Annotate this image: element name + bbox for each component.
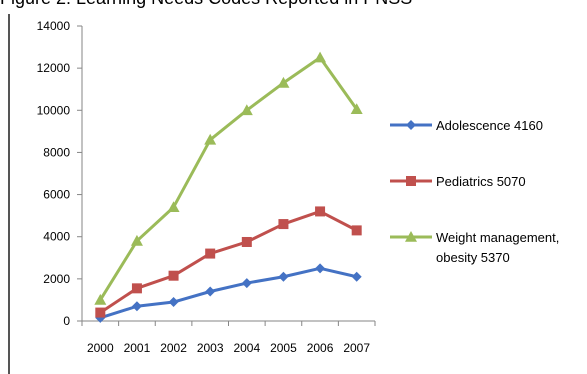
legend-swatch-marker xyxy=(406,120,416,130)
data-point-square xyxy=(95,307,106,318)
legend-label: obesity 5370 xyxy=(436,250,510,265)
x-tick-label: 2000 xyxy=(87,341,114,355)
series-markers xyxy=(94,51,363,323)
data-point-diamond xyxy=(351,271,362,282)
data-point-diamond xyxy=(315,263,326,274)
series-line-0 xyxy=(99,266,358,320)
data-point-diamond xyxy=(241,278,252,289)
y-tick-label: 8000 xyxy=(43,145,70,159)
data-point-triangle xyxy=(240,104,253,116)
x-tick-label: 2007 xyxy=(343,341,370,355)
y-tick-label: 12000 xyxy=(37,61,71,75)
y-tick-label: 14000 xyxy=(37,19,71,33)
x-tick-label: 2005 xyxy=(270,341,297,355)
data-point-diamond xyxy=(168,297,179,308)
data-point-diamond xyxy=(278,271,289,282)
legend-entry: Pediatrics 5070 xyxy=(390,174,526,189)
x-tick-label: 2004 xyxy=(233,341,260,355)
y-tick-label: 4000 xyxy=(43,230,70,244)
chart-frame-border xyxy=(8,14,10,374)
legend-label: Pediatrics 5070 xyxy=(436,174,526,189)
data-point-square xyxy=(315,206,326,217)
x-tick-label: 2006 xyxy=(307,341,334,355)
x-tick-label: 2001 xyxy=(124,341,151,355)
y-tick-label: 2000 xyxy=(43,272,70,286)
data-point-triangle xyxy=(167,201,180,213)
data-point-square xyxy=(241,236,252,247)
legend: Adolescence 4160 Pediatrics 5070 Weight ma… xyxy=(390,118,559,265)
data-point-square xyxy=(205,248,216,259)
series-lines xyxy=(99,56,358,320)
x-tick-label: 2003 xyxy=(197,341,224,355)
data-point-triangle xyxy=(350,103,363,115)
data-point-triangle xyxy=(94,293,107,305)
legend-entry: Adolescence 4160 xyxy=(390,118,543,133)
y-tick-label: 10000 xyxy=(37,103,71,117)
x-tick-label: 2002 xyxy=(160,341,187,355)
data-point-square xyxy=(278,219,289,230)
tick-labels: 0 2000 4000 6000 8000 10000 12000 14000 2000 2001… xyxy=(37,19,371,355)
series-line-2 xyxy=(99,56,358,301)
y-tick-label: 6000 xyxy=(43,188,70,202)
chart-title: Figure 2: Learning Needs Codes Reported … xyxy=(0,0,587,10)
legend-swatch-marker xyxy=(405,231,417,242)
data-point-triangle xyxy=(314,51,327,63)
data-point-square xyxy=(131,283,142,294)
data-point-square xyxy=(168,270,179,281)
data-point-triangle xyxy=(130,234,143,246)
legend-swatch-marker xyxy=(406,176,416,186)
y-tick-label: 0 xyxy=(63,314,70,328)
legend-entry: Weight management, obesity 5370 xyxy=(390,230,559,265)
legend-label: Weight management, xyxy=(436,230,559,245)
series-line-1 xyxy=(99,209,358,314)
data-point-diamond xyxy=(131,301,142,312)
legend-label: Adolescence 4160 xyxy=(436,118,543,133)
data-point-triangle xyxy=(204,133,217,145)
axes xyxy=(77,25,376,326)
data-point-square xyxy=(351,225,362,236)
data-point-diamond xyxy=(205,286,216,297)
data-point-triangle xyxy=(277,76,290,88)
